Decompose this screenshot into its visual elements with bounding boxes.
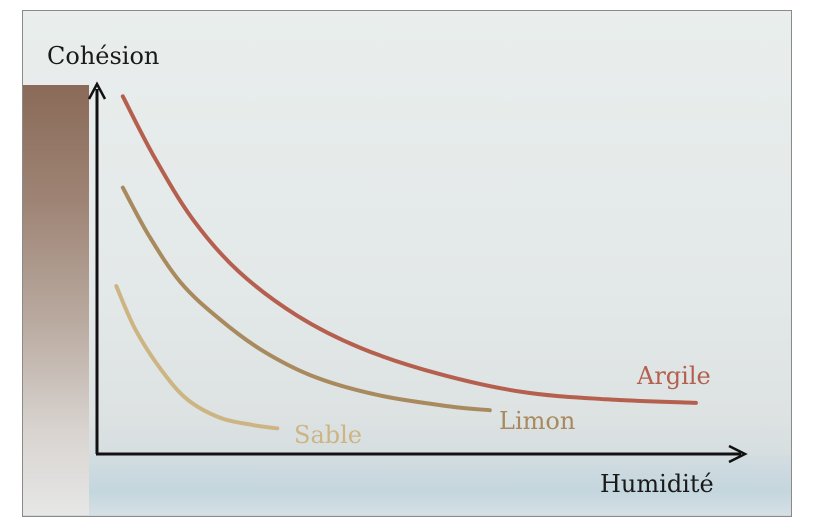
series-line-limon <box>120 185 492 413</box>
x-axis-label: Humidité <box>600 470 714 498</box>
bottom-gradient-band <box>89 455 791 515</box>
series-group <box>114 94 698 431</box>
chart-frame: Cohésion Humidité Argile Limon Sable <box>22 10 792 517</box>
y-axis-arrowhead <box>87 81 107 100</box>
y-axis-label: Cohésion <box>47 42 159 70</box>
line-chart: Cohésion Humidité Argile Limon Sable <box>47 42 748 498</box>
x-axis-arrowhead <box>728 444 748 464</box>
series-line-sable <box>114 284 280 431</box>
series-line-argile <box>120 94 698 405</box>
left-gradient-band <box>23 85 89 515</box>
series-label-argile: Argile <box>636 362 711 390</box>
series-label-limon: Limon <box>499 407 575 435</box>
series-label-sable: Sable <box>294 421 362 449</box>
